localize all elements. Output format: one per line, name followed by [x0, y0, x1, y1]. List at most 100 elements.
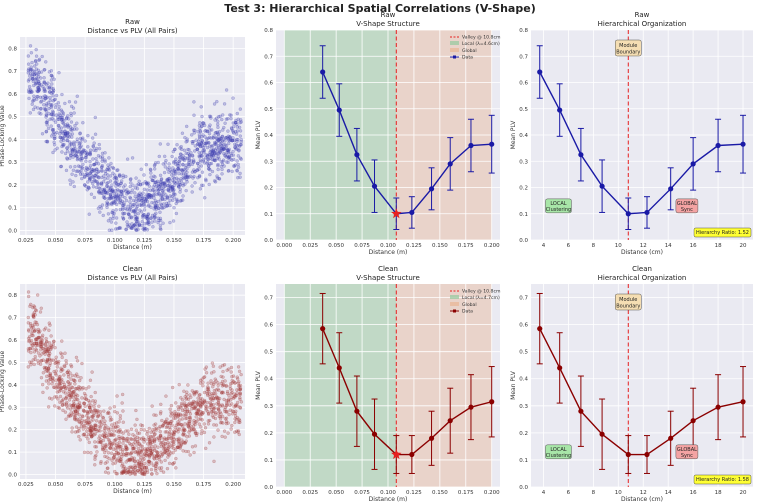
scatter-point: [164, 158, 168, 163]
scatter-point: [91, 175, 95, 179]
y-axis-label: Mean PLV: [255, 370, 262, 400]
scatter-point: [220, 148, 224, 153]
scatter-point: [139, 193, 143, 197]
scatter-point: [44, 115, 48, 119]
scatter-point: [145, 453, 149, 458]
scatter-point: [198, 121, 202, 125]
scatter-point: [170, 188, 175, 192]
scatter-point: [224, 88, 229, 92]
scatter-point: [206, 157, 211, 162]
scatter-point: [179, 443, 184, 447]
scatter-point: [193, 149, 197, 153]
scatter-point: [59, 164, 63, 169]
scatter-point: [168, 186, 173, 190]
scatter-point: [223, 154, 227, 158]
scatter-point: [99, 191, 103, 195]
scatter-point: [56, 123, 61, 128]
scatter-point: [68, 414, 73, 418]
scatter-point: [174, 162, 178, 166]
scatter-point: [237, 384, 241, 389]
scatter-point: [53, 148, 57, 152]
scatter-point: [193, 144, 198, 148]
scatter-point: [159, 410, 163, 414]
scatter-point: [118, 226, 123, 230]
scatter-point: [66, 134, 70, 138]
scatter-point: [235, 168, 239, 173]
scatter-point: [103, 177, 107, 181]
scatter-point: [158, 216, 163, 221]
scatter-point: [238, 156, 243, 160]
scatter-point: [158, 187, 162, 191]
data-point: [644, 451, 650, 458]
scatter-point: [128, 441, 132, 446]
scatter-point: [130, 209, 134, 213]
scatter-point: [51, 90, 55, 95]
scatter-point: [95, 159, 99, 164]
scatter-point: [150, 200, 154, 205]
scatter-point: [32, 64, 37, 68]
scatter-point: [88, 177, 92, 181]
scatter-point: [153, 213, 157, 217]
scatter-point: [134, 216, 139, 220]
scatter-point: [35, 77, 39, 82]
scatter-point: [211, 144, 215, 148]
scatter-point: [184, 174, 188, 178]
scatter-point: [166, 178, 170, 182]
scatter-point: [236, 137, 240, 142]
scatter-point: [29, 72, 33, 76]
scatter-point: [213, 118, 217, 122]
scatter-point: [229, 370, 233, 374]
scatter-point: [170, 178, 175, 182]
scatter-point: [223, 435, 227, 439]
scatter-point: [231, 157, 236, 162]
scatter-point: [71, 155, 75, 159]
scatter-point: [196, 129, 200, 134]
scatter-point: [204, 408, 208, 412]
scatter-point: [64, 116, 69, 121]
scatter-point: [70, 128, 74, 133]
scatter-point: [74, 425, 79, 429]
scatter-point: [89, 167, 94, 172]
y-tick-label: 0.2: [264, 431, 273, 437]
scatter-point: [69, 143, 74, 147]
scatter-point: [57, 112, 61, 116]
scatter-point: [145, 449, 149, 453]
scatter-point: [95, 450, 99, 454]
scatter-point: [39, 306, 44, 310]
scatter-point: [142, 187, 147, 192]
scatter-point: [224, 399, 229, 403]
scatter-point: [92, 404, 96, 409]
data-point: [468, 404, 474, 410]
scatter-point: [174, 466, 178, 470]
scatter-point: [87, 186, 91, 190]
scatter-point: [171, 219, 176, 223]
scatter-point: [48, 351, 52, 356]
scatter-point: [201, 121, 205, 125]
scatter-point: [88, 148, 93, 152]
scatter-point: [217, 145, 221, 150]
scatter-point: [96, 170, 100, 174]
scatter-point: [196, 142, 200, 146]
scatter-point: [127, 208, 131, 212]
scatter-point: [44, 348, 48, 352]
scatter-point: [32, 72, 37, 77]
scatter-point: [238, 392, 242, 396]
panel-subtitle: Hierarchical Organization: [598, 20, 687, 28]
scatter-point: [218, 415, 222, 419]
x-tick-label: 0.175: [458, 243, 474, 249]
scatter-point: [61, 117, 65, 122]
scatter-point: [162, 436, 167, 440]
panel-subtitle: Distance vs PLV (All Pairs): [87, 27, 178, 35]
scatter-point: [221, 391, 226, 395]
scatter-point: [47, 328, 51, 333]
scatter-point: [143, 204, 147, 208]
scatter-point: [80, 396, 84, 400]
scatter-point: [53, 105, 58, 110]
scatter-point: [237, 148, 241, 152]
scatter-point: [27, 88, 31, 92]
scatter-point: [26, 71, 31, 75]
y-tick-label: 0.6: [8, 92, 17, 98]
scatter-point: [135, 204, 140, 209]
scatter-point: [120, 190, 124, 194]
